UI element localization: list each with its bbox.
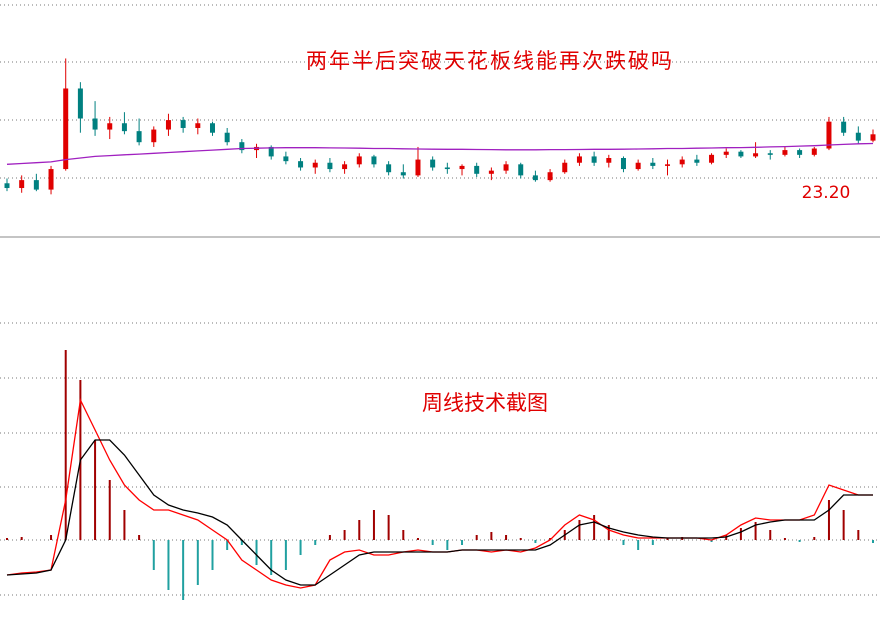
candle-body	[591, 156, 597, 163]
moving-average	[6, 142, 874, 165]
candle-body	[562, 162, 568, 173]
candle-body	[635, 162, 641, 170]
candle-body	[767, 153, 773, 155]
candle-body	[650, 162, 656, 166]
candle-body	[841, 121, 847, 133]
candle-body	[121, 123, 127, 132]
candle-body	[753, 153, 759, 157]
candle-body	[430, 159, 436, 168]
candle-body	[459, 165, 465, 170]
candle-body	[532, 175, 538, 181]
candle-body	[4, 183, 10, 189]
candle-body	[195, 123, 201, 128]
candle-body	[92, 118, 98, 130]
candle-body	[826, 121, 832, 149]
candle-body	[77, 88, 83, 119]
candle-body	[298, 161, 304, 168]
candle-body	[503, 164, 509, 171]
candle-body	[342, 164, 348, 170]
candle-body	[415, 159, 421, 176]
candle-body	[679, 159, 685, 165]
candle-body	[33, 180, 39, 190]
candle-body	[855, 132, 861, 141]
candle-body	[797, 150, 803, 155]
candle-body	[180, 120, 186, 128]
candle-body	[518, 164, 524, 176]
candle-body	[209, 123, 215, 133]
candle-body	[694, 159, 700, 163]
candle-body	[386, 164, 392, 173]
candle-body	[723, 151, 729, 155]
candle-body	[400, 172, 406, 176]
candle-body	[606, 158, 612, 163]
candle-body	[547, 172, 553, 181]
candle-body	[356, 156, 362, 165]
candle-body	[371, 156, 377, 165]
candle-body	[283, 156, 289, 162]
candle-body	[48, 169, 54, 190]
candle-body	[239, 142, 245, 151]
candle-body	[136, 131, 142, 143]
candle-body	[870, 134, 876, 141]
macd-line	[6, 439, 873, 586]
candle-body	[488, 170, 494, 174]
candle-body	[811, 148, 817, 155]
candle-body	[165, 120, 171, 130]
candle-body	[19, 180, 25, 189]
candle-body	[327, 162, 333, 170]
candle-body	[665, 164, 671, 166]
candle-body	[63, 88, 69, 170]
panel-title: 周线技术截图	[422, 391, 548, 415]
candle-body	[312, 162, 318, 168]
chart-title: 两年半后突破天花板线能再次跌破吗	[306, 49, 674, 73]
candle-body	[782, 150, 788, 155]
price-annotation: 23.20	[802, 183, 851, 203]
candle-body	[576, 156, 582, 163]
candle-body	[738, 151, 744, 157]
candle-body	[107, 123, 113, 130]
grid	[0, 4, 880, 596]
candle-body	[620, 158, 626, 170]
candle-body	[268, 146, 274, 157]
macd-line	[6, 397, 873, 589]
candle-body	[709, 154, 715, 163]
candle-body	[474, 165, 480, 174]
candle-body	[224, 132, 230, 143]
candle-body	[151, 129, 157, 143]
candle-body	[444, 167, 450, 170]
